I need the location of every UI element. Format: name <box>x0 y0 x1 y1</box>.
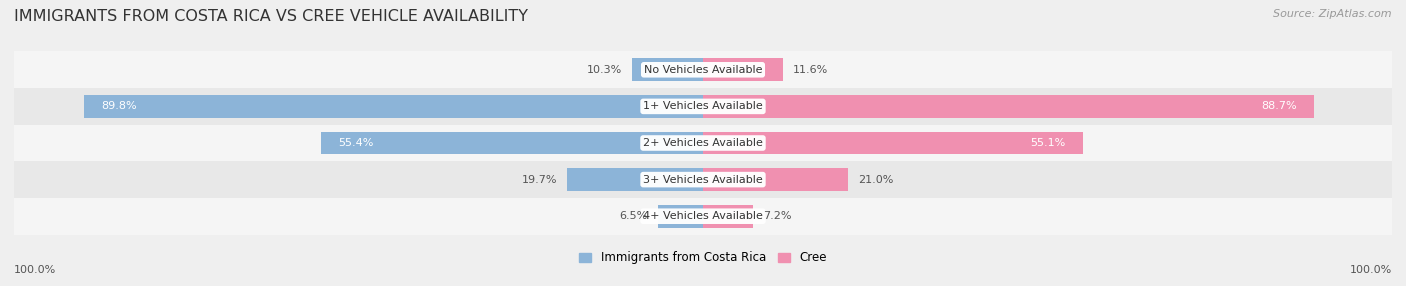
Bar <box>14 88 1392 125</box>
Legend: Immigrants from Costa Rica, Cree: Immigrants from Costa Rica, Cree <box>575 247 831 269</box>
Text: Source: ZipAtlas.com: Source: ZipAtlas.com <box>1274 9 1392 19</box>
Text: 89.8%: 89.8% <box>101 102 138 111</box>
Text: 1+ Vehicles Available: 1+ Vehicles Available <box>643 102 763 111</box>
Bar <box>633 58 703 81</box>
Bar <box>14 125 1392 161</box>
Text: 55.1%: 55.1% <box>1031 138 1066 148</box>
Bar <box>14 198 1392 235</box>
Text: 100.0%: 100.0% <box>1350 265 1392 275</box>
Bar <box>658 205 703 228</box>
Text: 100.0%: 100.0% <box>14 265 56 275</box>
Text: 21.0%: 21.0% <box>858 175 893 184</box>
Text: 3+ Vehicles Available: 3+ Vehicles Available <box>643 175 763 184</box>
Text: 19.7%: 19.7% <box>522 175 557 184</box>
Text: 10.3%: 10.3% <box>586 65 621 75</box>
Bar <box>14 51 1392 88</box>
Bar <box>703 58 783 81</box>
Bar <box>703 95 1315 118</box>
Text: 55.4%: 55.4% <box>339 138 374 148</box>
Text: 7.2%: 7.2% <box>763 211 792 221</box>
Bar <box>703 132 1083 154</box>
Text: 88.7%: 88.7% <box>1261 102 1296 111</box>
Bar <box>703 168 848 191</box>
Bar <box>84 95 703 118</box>
Bar <box>567 168 703 191</box>
Bar <box>322 132 703 154</box>
Bar <box>703 205 752 228</box>
Text: 2+ Vehicles Available: 2+ Vehicles Available <box>643 138 763 148</box>
Text: 6.5%: 6.5% <box>620 211 648 221</box>
Text: IMMIGRANTS FROM COSTA RICA VS CREE VEHICLE AVAILABILITY: IMMIGRANTS FROM COSTA RICA VS CREE VEHIC… <box>14 9 529 23</box>
Text: 4+ Vehicles Available: 4+ Vehicles Available <box>643 211 763 221</box>
Text: 11.6%: 11.6% <box>793 65 828 75</box>
Bar <box>14 161 1392 198</box>
Text: No Vehicles Available: No Vehicles Available <box>644 65 762 75</box>
